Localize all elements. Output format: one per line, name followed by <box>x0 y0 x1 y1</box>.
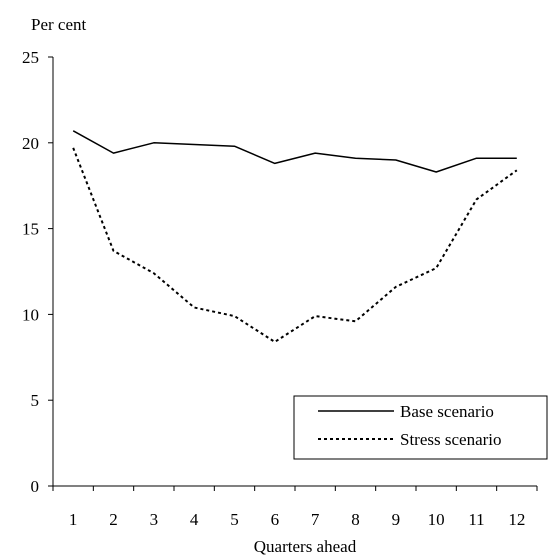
y-tick-label: 0 <box>31 477 40 496</box>
x-tick-label: 10 <box>428 510 445 529</box>
base-scenario-line <box>72 130 517 173</box>
y-tick-label: 10 <box>22 305 39 324</box>
x-tick-label: 1 <box>69 510 78 529</box>
x-tick-label: 5 <box>230 510 239 529</box>
y-tick-label: 25 <box>22 48 39 67</box>
x-tick-label: 4 <box>190 510 199 529</box>
x-tick-label: 7 <box>311 510 320 529</box>
x-tick-label: 11 <box>468 510 484 529</box>
legend-label: Base scenario <box>400 402 494 421</box>
x-tick-label: 2 <box>109 510 118 529</box>
stress-scenario-line <box>72 147 518 343</box>
y-tick-label: 15 <box>22 220 39 239</box>
series-lines <box>72 130 518 343</box>
legend-box <box>293 395 548 460</box>
x-axis-label: Quarters ahead <box>254 537 357 555</box>
x-tick-label: 3 <box>150 510 159 529</box>
y-axis-label: Per cent <box>31 15 87 34</box>
x-tick-label: 12 <box>508 510 525 529</box>
y-tick-label: 5 <box>31 391 40 410</box>
legend: Base scenario Stress scenario <box>293 395 548 460</box>
x-tick-label: 8 <box>351 510 360 529</box>
y-tick-label: 20 <box>22 134 39 153</box>
x-tick-label: 9 <box>392 510 401 529</box>
legend-label: Stress scenario <box>400 430 502 449</box>
x-tick-label: 6 <box>271 510 280 529</box>
